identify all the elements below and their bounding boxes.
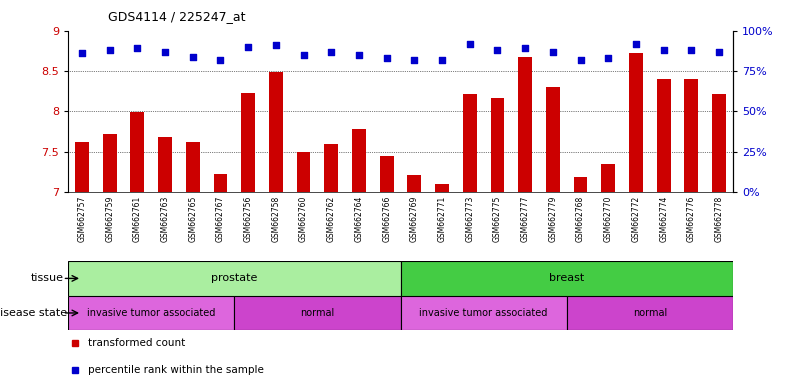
Text: GSM662759: GSM662759 [105,195,114,242]
Bar [296,152,311,192]
Text: GSM662760: GSM662760 [299,195,308,242]
Point [546,49,559,55]
Point [436,57,449,63]
Text: GSM662764: GSM662764 [355,195,364,242]
Text: GSM662776: GSM662776 [687,195,696,242]
Bar [574,177,587,192]
Bar [380,156,393,192]
Point [658,47,670,53]
Bar [68,296,235,330]
Text: GSM662766: GSM662766 [382,195,391,242]
Text: GSM662763: GSM662763 [160,195,170,242]
Point [408,57,421,63]
Text: percentile rank within the sample: percentile rank within the sample [88,365,264,375]
Bar [657,79,670,192]
Text: tissue: tissue [30,273,63,283]
Point [103,47,116,53]
Bar [712,94,726,192]
Text: GSM662768: GSM662768 [576,195,585,242]
Text: GSM662757: GSM662757 [78,195,87,242]
Text: transformed count: transformed count [88,338,185,348]
Text: disease state: disease state [0,308,67,318]
Bar [352,129,366,192]
Text: GSM662772: GSM662772 [631,195,641,242]
Bar [463,94,477,192]
Text: normal: normal [300,308,335,318]
Bar [68,261,400,296]
Point [187,53,199,60]
Text: GSM662774: GSM662774 [659,195,668,242]
Text: GSM662779: GSM662779 [549,195,557,242]
Text: GSM662762: GSM662762 [327,195,336,242]
Point [380,55,393,61]
Point [602,55,614,61]
Text: GSM662770: GSM662770 [604,195,613,242]
Point [242,44,255,50]
Bar [324,144,338,192]
Text: GSM662769: GSM662769 [410,195,419,242]
Bar [602,164,615,192]
Point [75,50,88,56]
Point [574,57,587,63]
Text: GSM662775: GSM662775 [493,195,502,242]
Bar [629,53,643,192]
Text: GSM662778: GSM662778 [714,195,723,242]
Point [491,47,504,53]
Bar [214,174,227,192]
Text: GSM662758: GSM662758 [272,195,280,242]
Bar [490,98,505,192]
Bar [186,142,199,192]
Text: GSM662765: GSM662765 [188,195,197,242]
Bar [684,79,698,192]
Point [325,49,338,55]
Text: GSM662773: GSM662773 [465,195,474,242]
Text: normal: normal [633,308,667,318]
Text: invasive tumor associated: invasive tumor associated [87,308,215,318]
Bar [75,142,89,192]
Bar [235,296,400,330]
Point [519,45,532,51]
Text: GSM662777: GSM662777 [521,195,529,242]
Text: GSM662756: GSM662756 [244,195,252,242]
Text: prostate: prostate [211,273,257,283]
Text: GDS4114 / 225247_at: GDS4114 / 225247_at [108,10,246,23]
Bar [241,93,255,192]
Text: invasive tumor associated: invasive tumor associated [420,308,548,318]
Bar [400,296,567,330]
Text: GSM662771: GSM662771 [437,195,446,242]
Text: breast: breast [549,273,585,283]
Bar [269,72,283,192]
Point [159,49,171,55]
Point [131,45,143,51]
Bar [400,261,733,296]
Bar [518,57,532,192]
Text: GSM662761: GSM662761 [133,195,142,242]
Point [297,52,310,58]
Bar [546,87,560,192]
Bar [408,175,421,192]
Point [685,47,698,53]
Point [713,49,726,55]
Point [463,41,476,47]
Bar [131,112,144,192]
Bar [158,137,172,192]
Point [269,42,282,48]
Bar [435,184,449,192]
Bar [103,134,117,192]
Point [214,57,227,63]
Bar [567,296,733,330]
Point [352,52,365,58]
Text: GSM662767: GSM662767 [216,195,225,242]
Point [630,41,642,47]
